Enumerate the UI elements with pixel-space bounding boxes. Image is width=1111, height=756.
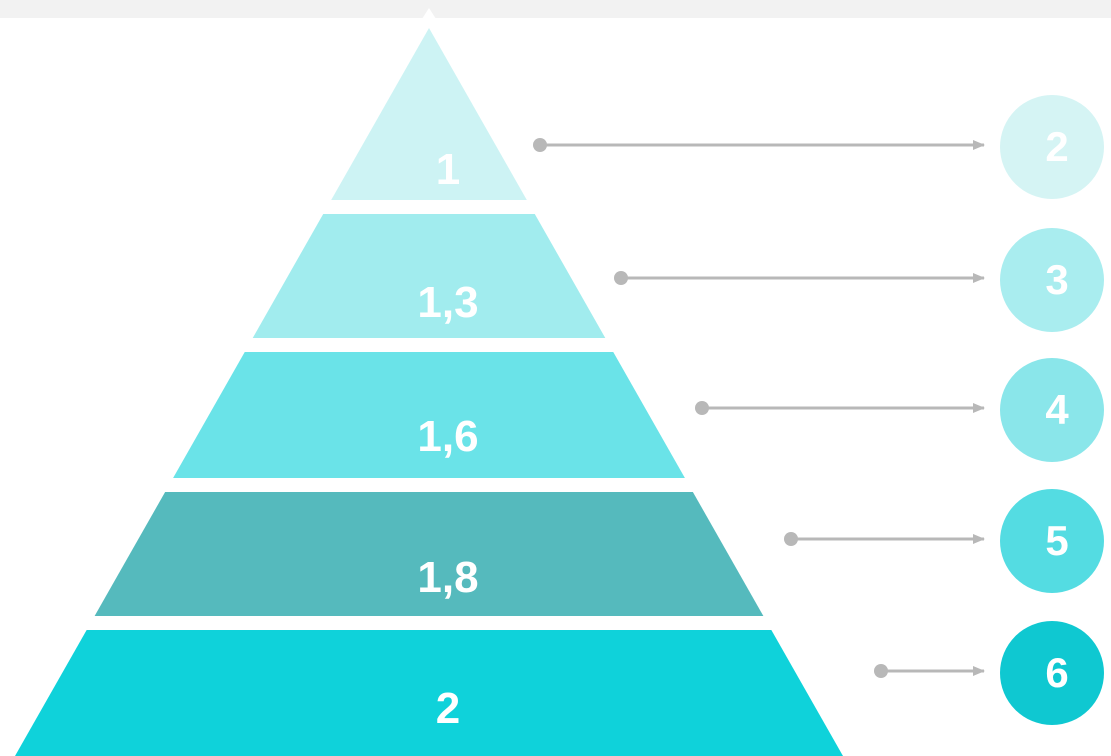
apex-tip <box>420 8 438 22</box>
level-badge-label: 2 <box>1045 123 1068 170</box>
pyramid-level-label: 1 <box>436 145 460 194</box>
pyramid-level-5 <box>15 630 843 756</box>
pyramid-level-4 <box>94 492 764 616</box>
level-badge <box>1000 95 1104 199</box>
pyramid-level-1 <box>331 28 527 200</box>
pyramid-level-label: 1,3 <box>417 278 478 327</box>
level-badge-label: 6 <box>1045 649 1068 696</box>
level-badge <box>1000 621 1104 725</box>
top-band <box>0 0 1111 18</box>
level-badge-label: 5 <box>1045 517 1068 564</box>
level-badge-label: 4 <box>1045 386 1069 433</box>
level-badge <box>1000 358 1104 462</box>
pyramid-level-3 <box>173 352 685 478</box>
pyramid-level-label: 1,8 <box>417 553 478 602</box>
level-badge <box>1000 228 1104 332</box>
pyramid-level-label: 1,6 <box>417 412 478 461</box>
pyramid-level-2 <box>252 214 606 338</box>
level-badge <box>1000 489 1104 593</box>
pyramid-level-label: 2 <box>436 684 460 733</box>
level-badge-label: 3 <box>1045 256 1068 303</box>
